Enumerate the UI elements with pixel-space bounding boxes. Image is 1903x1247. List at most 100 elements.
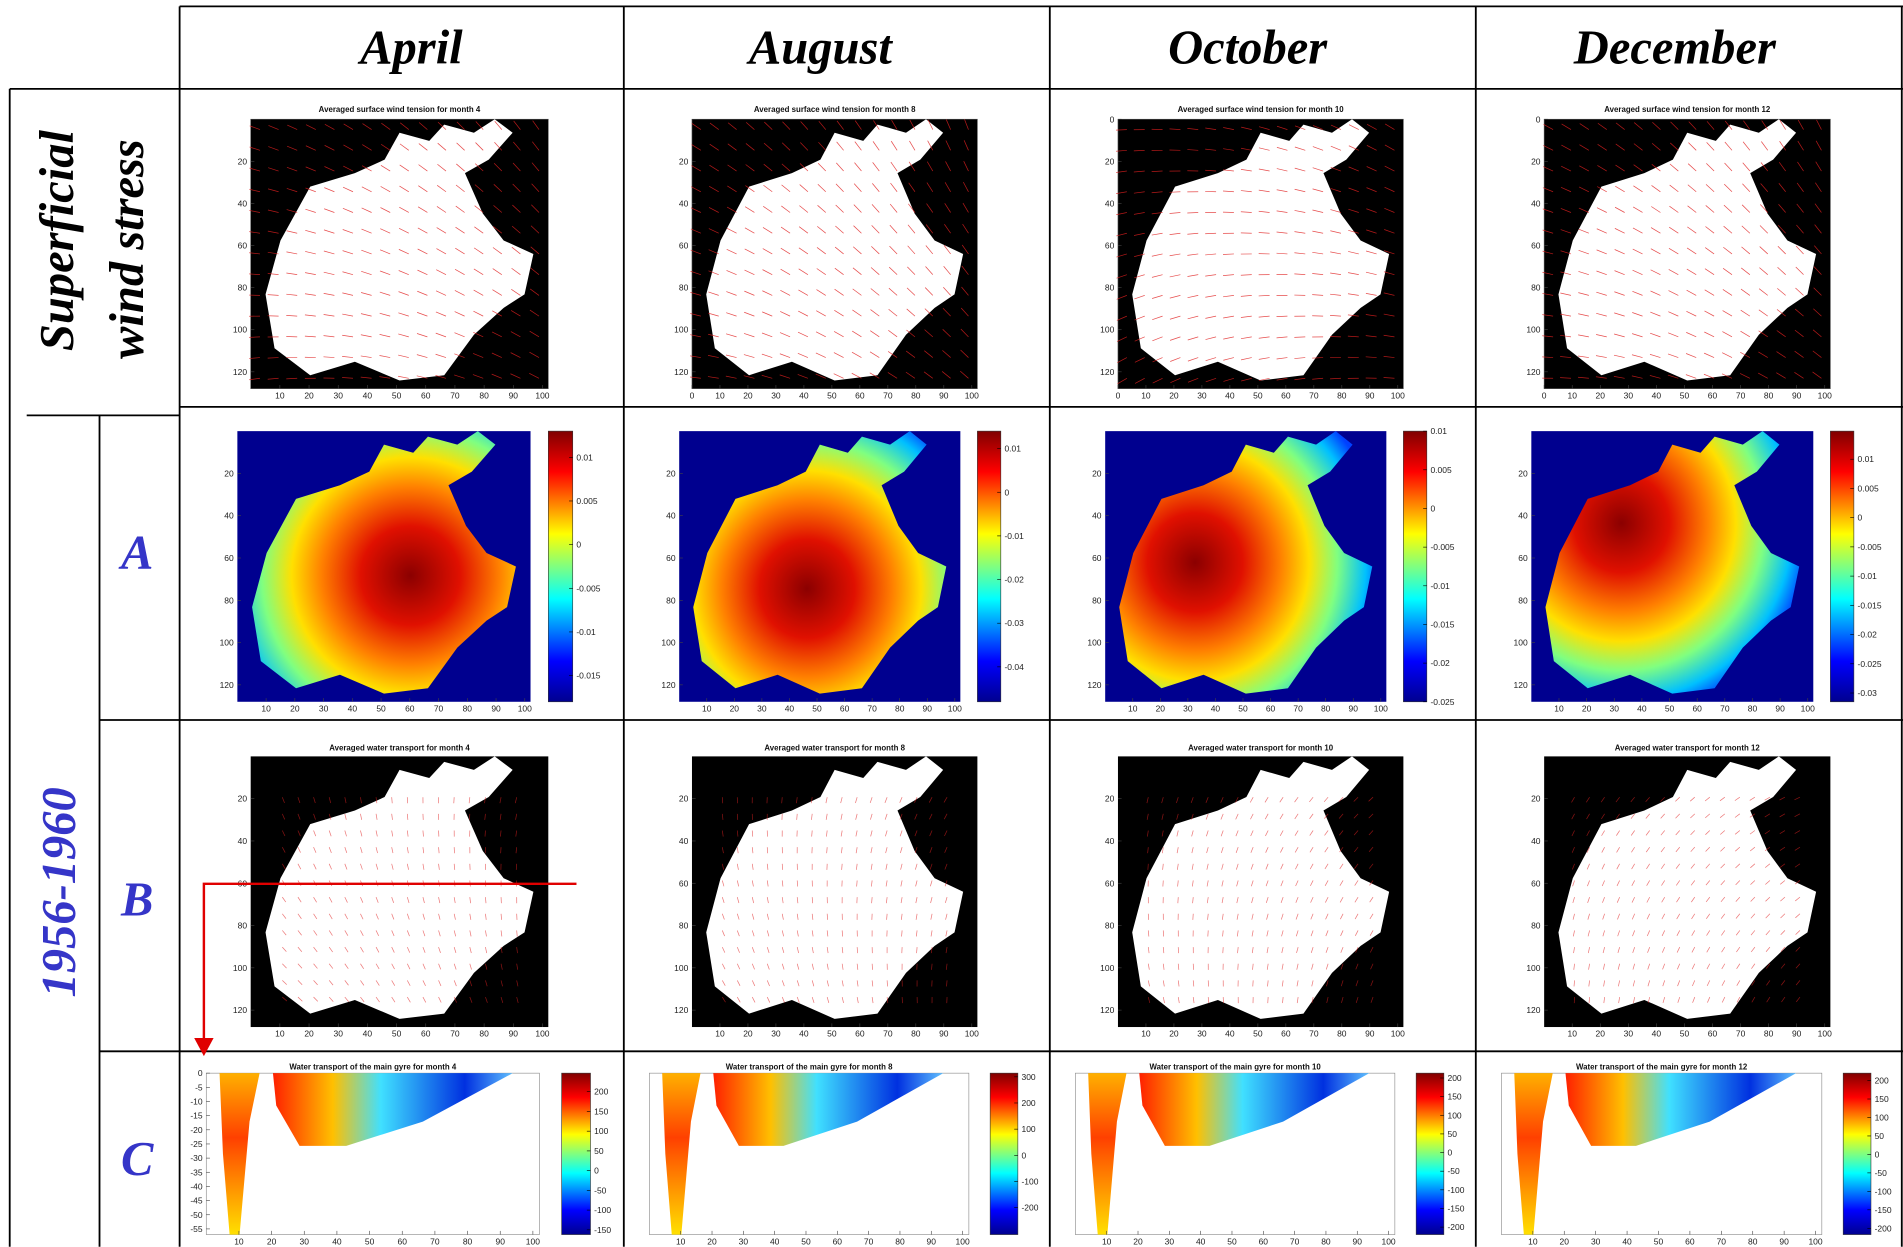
x-tick-label: 10: [1141, 390, 1151, 400]
x-tick-label: 70: [883, 1029, 893, 1039]
x-tick-label: 80: [1748, 703, 1758, 713]
y-tick-label: 0: [198, 1068, 203, 1078]
colorbar-tick-label: 0: [1430, 503, 1435, 513]
x-tick-label: 60: [1259, 1236, 1269, 1246]
x-tick-label: 60: [1708, 390, 1718, 400]
x-tick-label: 30: [1610, 703, 1620, 713]
x-tick-label: 40: [363, 390, 373, 400]
y-tick-label: 40: [679, 836, 689, 846]
colorbar-tick-label: -100: [1875, 1186, 1892, 1196]
x-tick-label: 60: [855, 390, 865, 400]
x-tick-label: 30: [1183, 703, 1193, 713]
colorbar-tick-label: 0: [1021, 1150, 1026, 1160]
colorbar-tick-label: 150: [594, 1106, 608, 1116]
colorbar-tick-label: 300: [1021, 1072, 1035, 1082]
x-tick-label: 90: [1792, 390, 1802, 400]
y-tick-label: 80: [238, 283, 248, 293]
column-header: August: [746, 21, 894, 74]
colorbar-tick-label: 200: [594, 1087, 608, 1097]
panel-title: Averaged surface wind tension for month …: [1604, 105, 1771, 114]
y-tick-label: -20: [190, 1125, 203, 1135]
x-tick-label: 10: [275, 390, 285, 400]
row-label: A: [118, 526, 153, 579]
y-tick-label: 20: [679, 156, 689, 166]
colorbar-tick-label: -0.02: [1858, 630, 1878, 640]
x-tick-label: 100: [1382, 1236, 1396, 1246]
panel-title: Averaged surface wind tension for month …: [754, 105, 916, 114]
colorbar-tick-label: 0.01: [1858, 454, 1875, 464]
colorbar: [562, 1073, 591, 1234]
y-tick-label: -45: [190, 1196, 203, 1206]
y-tick-label: 120: [1526, 367, 1540, 377]
x-tick-label: 100: [535, 390, 549, 400]
colorbar-tick-label: 0: [1004, 487, 1009, 497]
x-tick-label: 30: [1165, 1236, 1175, 1246]
x-tick-label: 30: [739, 1236, 749, 1246]
y-tick-label: 20: [238, 794, 248, 804]
y-tick-label: 40: [679, 198, 689, 208]
x-tick-label: 50: [827, 1029, 837, 1039]
y-tick-label: -15: [190, 1111, 203, 1121]
x-tick-label: 70: [1309, 390, 1319, 400]
x-tick-label: 40: [799, 390, 809, 400]
panel-title: Water transport of the main gyre for mon…: [1576, 1063, 1748, 1072]
x-tick-label: 100: [956, 1236, 970, 1246]
x-tick-label: 100: [526, 1236, 540, 1246]
colorbar-tick-label: 0.005: [576, 496, 598, 506]
y-tick-label: 100: [674, 963, 688, 973]
colorbar-tick-label: -200: [1447, 1222, 1464, 1232]
x-tick-label: 20: [1133, 1236, 1143, 1246]
colorbar-tick-label: 0.01: [1430, 426, 1447, 436]
colorbar-tick-label: -0.015: [1858, 600, 1882, 610]
panel-title: Averaged water transport for month 4: [329, 743, 470, 752]
x-tick-label: 60: [421, 390, 431, 400]
panel-title: Averaged water transport for month 10: [1188, 743, 1334, 752]
y-tick-label: 120: [1100, 1005, 1114, 1015]
x-tick-label: 10: [1102, 1236, 1112, 1246]
x-tick-label: 100: [948, 703, 962, 713]
colorbar-tick-label: -200: [1875, 1223, 1892, 1233]
y-tick-label: 20: [1105, 156, 1115, 166]
y-tick-label: 60: [1531, 241, 1541, 251]
colorbar-tick-label: -150: [1447, 1204, 1464, 1214]
column-header: December: [1573, 21, 1777, 74]
x-tick-label: 80: [1337, 390, 1347, 400]
y-tick-label: -50: [190, 1210, 203, 1220]
x-tick-label: 100: [1808, 1236, 1822, 1246]
colorbar: [1416, 1073, 1444, 1234]
x-tick-label: 100: [535, 1029, 549, 1039]
y-tick-label: 40: [224, 511, 234, 521]
x-tick-label: 10: [234, 1236, 244, 1246]
x-tick-label: 50: [812, 703, 822, 713]
row-label: C: [121, 1133, 154, 1186]
page: { "columns": ["April", "August", "Octobe…: [0, 0, 1903, 1247]
y-tick-label: 60: [238, 241, 248, 251]
x-tick-label: 80: [1321, 703, 1331, 713]
x-tick-label: 20: [1169, 390, 1179, 400]
x-tick-label: 50: [1227, 1236, 1237, 1246]
x-tick-label: 10: [1141, 1029, 1151, 1039]
x-tick-label: 50: [1654, 1236, 1664, 1246]
y-tick-label: 120: [1087, 680, 1101, 690]
colorbar-tick-label: -0.01: [1430, 581, 1450, 591]
colorbar-tick-label: -50: [1447, 1166, 1460, 1176]
period-label: 1956-1960: [33, 787, 86, 997]
y-tick-label: 100: [233, 963, 247, 973]
y-tick-label: 120: [674, 367, 688, 377]
x-tick-label: 80: [463, 1236, 473, 1246]
y-tick-label: 80: [679, 921, 689, 931]
y-tick-label: 120: [1100, 367, 1114, 377]
x-tick-label: 20: [304, 1029, 314, 1039]
x-tick-label: 10: [1567, 1029, 1577, 1039]
x-tick-label: 70: [1736, 1029, 1746, 1039]
panel-title: Water transport of the main gyre for mon…: [289, 1063, 456, 1072]
colorbar-tick-label: 0.01: [576, 452, 593, 462]
x-tick-label: 80: [479, 390, 489, 400]
x-tick-label: 90: [1353, 1236, 1363, 1246]
x-tick-label: 30: [1624, 1029, 1634, 1039]
x-tick-label: 70: [864, 1236, 874, 1246]
x-tick-label: 30: [1197, 1029, 1207, 1039]
x-tick-label: 100: [1374, 703, 1388, 713]
colorbar-tick-label: -0.02: [1430, 658, 1450, 668]
colorbar: [1403, 431, 1426, 702]
